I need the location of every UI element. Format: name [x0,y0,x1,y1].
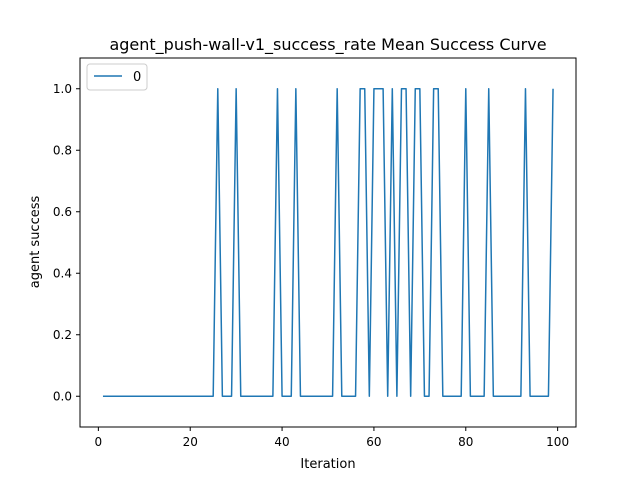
y-axis-label: agent success [28,196,43,289]
x-tick-label: 40 [274,435,289,449]
x-tick-label: 20 [183,435,198,449]
legend: 0 [86,63,148,91]
axes-frame [79,57,577,428]
x-axis-label: Iteration [300,457,355,472]
x-tick-label: 100 [546,435,569,449]
y-tick-label: 0.2 [53,328,72,342]
plot-area: 0 20 40 60 80 100 0.0 0.2 0.4 0.6 0.8 1.0 [53,57,577,449]
x-tick-label: 0 [95,435,103,449]
x-axis-ticks: 0 20 40 60 80 100 [95,427,569,449]
series-layer [102,88,554,397]
y-tick-label: 0.4 [53,266,72,280]
y-axis-ticks: 0.0 0.2 0.4 0.6 0.8 1.0 [53,82,80,403]
series-line [102,88,554,397]
legend-label: 0 [133,70,141,85]
y-tick-label: 0.8 [53,143,72,157]
legend-box [86,63,148,91]
y-tick-label: 1.0 [53,82,72,96]
y-tick-label: 0.6 [53,205,72,219]
chart-title: agent_push-wall-v1_success_rate Mean Suc… [109,35,546,55]
x-tick-label: 60 [366,435,381,449]
x-tick-label: 80 [458,435,473,449]
y-tick-label: 0.0 [53,389,72,403]
